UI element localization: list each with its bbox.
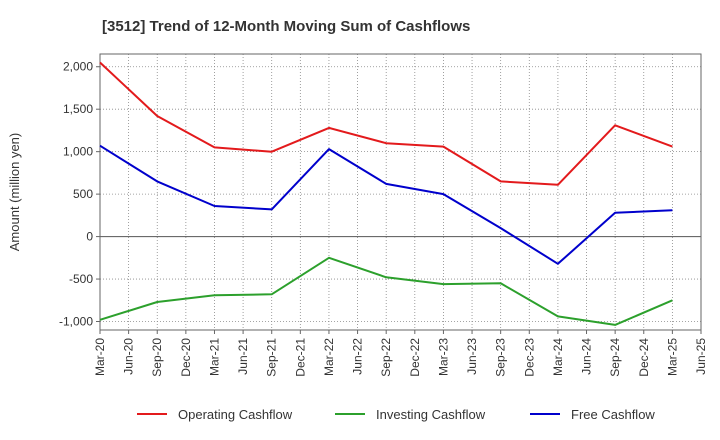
chart-title: [3512] Trend of 12-Month Moving Sum of C… — [102, 18, 470, 35]
x-tick-label: Jun-23 — [465, 338, 479, 375]
x-tick-label: Sep-21 — [265, 338, 279, 377]
y-tick-label: 500 — [73, 187, 93, 201]
x-tick-label: Mar-21 — [207, 338, 221, 376]
x-tick-label: Dec-23 — [522, 338, 536, 377]
x-tick-label: Jun-25 — [694, 338, 708, 375]
x-tick-label: Dec-20 — [179, 338, 193, 377]
grid — [99, 54, 702, 330]
x-tick-label: Mar-25 — [665, 338, 679, 376]
legend: Operating Cashflow Investing Cashflow Free… — [137, 407, 655, 422]
x-tick-label: Mar-20 — [93, 338, 107, 376]
legend-label-operating-cashflow: Operating Cashflow — [178, 407, 293, 422]
free-cashflow-line — [99, 144, 673, 265]
legend-label-investing-cashflow: Investing Cashflow — [376, 407, 486, 422]
x-tick-label: Mar-23 — [436, 338, 450, 376]
x-tick-label: Jun-22 — [351, 338, 365, 375]
y-axis-label: Amount (million yen) — [7, 133, 22, 252]
x-tick-label: Sep-24 — [608, 338, 622, 377]
x-tick-label: Dec-24 — [637, 338, 651, 377]
x-tick-label: Jun-24 — [580, 338, 594, 375]
plot-frame — [99, 53, 702, 331]
y-tick-label: 1,000 — [63, 145, 93, 159]
y-tick-label: 2,000 — [63, 60, 93, 74]
y-tick-label: -1,000 — [59, 315, 93, 329]
x-tick-label: Mar-22 — [322, 338, 336, 376]
series-lines — [99, 61, 673, 326]
investing-cashflow-line — [99, 256, 673, 326]
x-tick-label: Sep-20 — [150, 338, 164, 377]
x-tick-label: Dec-22 — [408, 338, 422, 377]
y-tick-label: 0 — [86, 230, 93, 244]
x-tick-label: Jun-21 — [236, 338, 250, 375]
x-tick-label: Sep-22 — [379, 338, 393, 377]
operating-cashflow-line — [99, 61, 673, 186]
legend-label-free-cashflow: Free Cashflow — [571, 407, 655, 422]
x-tick-label: Mar-24 — [551, 338, 565, 376]
x-tick-label: Jun-20 — [122, 338, 136, 375]
x-tick-label: Sep-23 — [494, 338, 508, 377]
x-tick-label: Dec-21 — [293, 338, 307, 377]
y-tick-label: 1,500 — [63, 102, 93, 116]
y-tick-label: -500 — [69, 272, 93, 286]
